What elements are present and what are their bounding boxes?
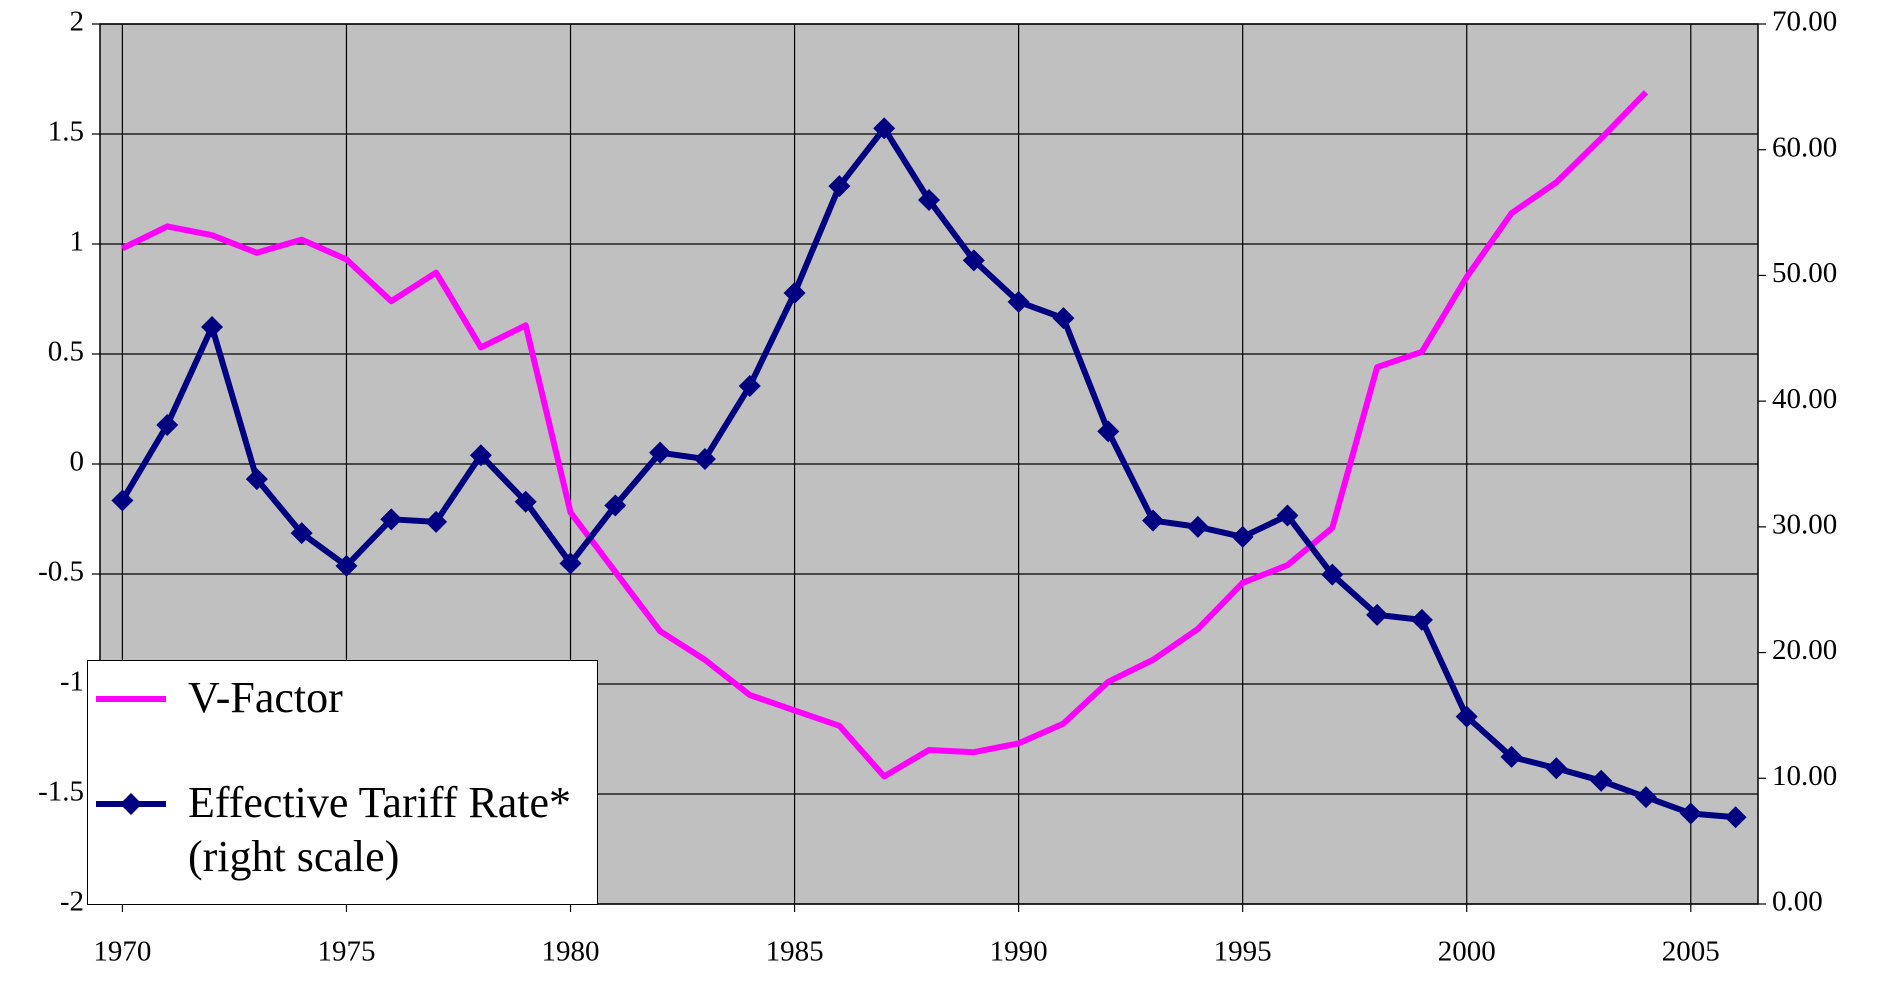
legend-marker <box>120 793 142 815</box>
data-point <box>1321 563 1344 586</box>
data-point <box>335 554 358 577</box>
x-tick-label: 1995 <box>1214 936 1272 968</box>
data-point <box>873 117 896 140</box>
data-point <box>425 510 448 533</box>
y2-tick-label: 40.00 <box>1772 383 1837 415</box>
data-point <box>1410 608 1433 631</box>
data-point <box>1634 786 1657 809</box>
legend-label: V-Factor <box>188 673 343 722</box>
y-tick-label: -2 <box>60 886 84 918</box>
plot-border <box>99 23 1759 905</box>
y-tick-label: 2 <box>70 6 85 38</box>
data-point <box>1366 603 1389 626</box>
x-tick-label: 1970 <box>93 936 151 968</box>
data-point <box>1007 290 1030 313</box>
y-tick-label: -1.5 <box>38 776 84 808</box>
data-point <box>783 282 806 305</box>
data-point <box>380 508 403 531</box>
y-tick-label: 1 <box>70 226 85 258</box>
x-tick-label: 1980 <box>542 936 600 968</box>
y-tick-label: 1.5 <box>48 116 84 148</box>
legend-label: Effective Tariff Rate* (right scale) <box>188 778 571 881</box>
x-tick-label: 2000 <box>1438 936 1496 968</box>
x-tick-label: 1975 <box>317 936 375 968</box>
legend: V-Factor Effective Tariff Rate* (right sc… <box>87 660 598 905</box>
y-tick-label: -0.5 <box>38 556 84 588</box>
data-point <box>156 414 179 437</box>
x-tick-label: 1985 <box>766 936 824 968</box>
y2-tick-label: 0.00 <box>1772 886 1823 918</box>
data-point <box>559 552 582 575</box>
y2-tick-label: 60.00 <box>1772 131 1837 163</box>
y2-tick-label: 70.00 <box>1772 6 1837 38</box>
data-point <box>649 441 672 464</box>
y2-tick-label: 20.00 <box>1772 634 1837 666</box>
data-point <box>1052 307 1075 330</box>
x-tick-label: 1990 <box>990 936 1048 968</box>
x-tick-label: 2005 <box>1662 936 1720 968</box>
data-point <box>469 444 492 467</box>
data-point <box>514 490 537 513</box>
data-point <box>1097 420 1120 443</box>
data-point <box>245 468 268 491</box>
data-point <box>1186 515 1209 538</box>
data-point <box>290 522 313 545</box>
y-tick-label: 0 <box>70 446 85 478</box>
legend-swatch <box>96 793 166 815</box>
data-point <box>604 494 627 517</box>
y2-tick-label: 50.00 <box>1772 257 1837 289</box>
y2-tick-label: 10.00 <box>1772 760 1837 792</box>
series-line <box>121 90 1649 780</box>
data-point <box>1231 525 1254 548</box>
data-point <box>1590 769 1613 792</box>
data-point <box>693 447 716 470</box>
data-point <box>962 249 985 272</box>
legend-swatch <box>96 696 166 702</box>
data-point <box>1724 806 1747 829</box>
data-point <box>1500 745 1523 768</box>
data-point <box>1545 757 1568 780</box>
data-point <box>828 175 851 198</box>
data-point <box>1455 705 1478 728</box>
data-point <box>111 489 134 512</box>
data-point <box>1679 802 1702 825</box>
data-point <box>1276 504 1299 527</box>
data-point <box>201 315 224 338</box>
data-point <box>1142 509 1165 532</box>
y2-tick-label: 30.00 <box>1772 509 1837 541</box>
y-tick-label: -1 <box>60 666 84 698</box>
data-point <box>738 375 761 398</box>
y-tick-label: 0.5 <box>48 336 84 368</box>
data-point <box>918 189 940 211</box>
